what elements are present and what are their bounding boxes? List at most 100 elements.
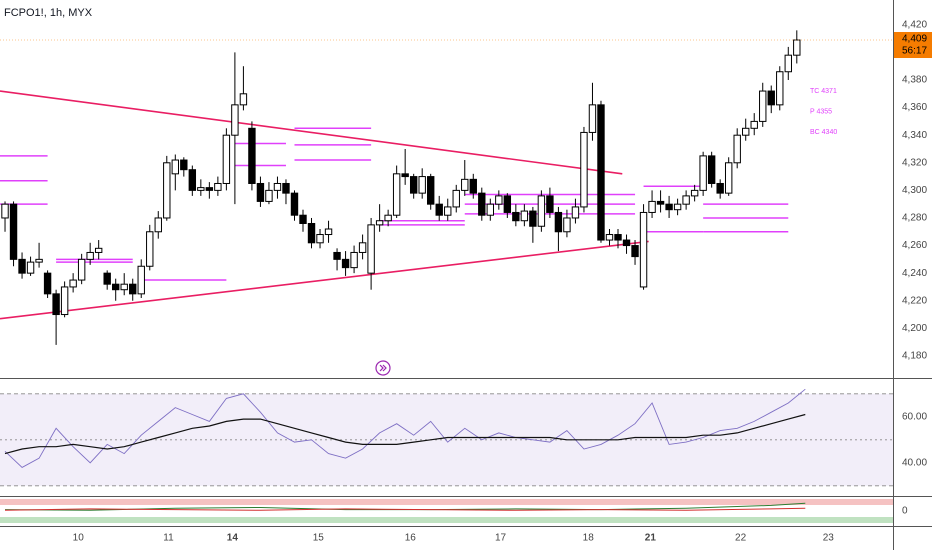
candle-body (384, 214, 392, 222)
y-tick-label: 4,320 (902, 157, 927, 168)
candle-body (18, 258, 26, 274)
candle-body (103, 272, 111, 285)
x-tick-label: 14 (227, 533, 239, 544)
candle-body (69, 279, 77, 288)
candle-body (35, 258, 43, 263)
trendline (0, 90, 623, 175)
marks: TC 4371 P 4355 BC 4340 (0, 30, 893, 523)
osc-line (4, 507, 806, 511)
last-price-box (894, 32, 932, 59)
candle-body (256, 182, 265, 202)
y-tick-label: 4,380 (902, 75, 927, 86)
pivot-label: BC 4340 (810, 129, 837, 136)
candle-body (580, 131, 588, 208)
candle-body (690, 189, 699, 197)
candle-body (759, 90, 767, 122)
candle-body (43, 272, 52, 295)
candle-body (290, 192, 299, 216)
candle-body (324, 228, 333, 236)
candle-body (94, 247, 103, 253)
candle-body (180, 159, 188, 171)
chart-title: FCPO1!, 1h, MYX (4, 7, 93, 19)
candle-body (129, 283, 137, 295)
candle-body (512, 211, 520, 222)
candle-body (588, 104, 597, 133)
candle-body (648, 200, 656, 213)
candle-body (418, 176, 426, 194)
replay-icon[interactable] (375, 360, 391, 376)
candle-body (597, 104, 605, 241)
candle-body (77, 258, 86, 281)
candle-body (282, 182, 290, 194)
candle-body (367, 224, 375, 274)
rsi-line (4, 413, 806, 455)
candle-body (614, 234, 622, 241)
y-tick-label: 4,420 (902, 19, 927, 30)
pivot-label: TC 4371 (810, 88, 837, 95)
candle-body (631, 245, 639, 258)
candle-body (605, 234, 614, 241)
pivot-label: P 4355 (810, 108, 832, 115)
x-tick-label: 16 (405, 533, 417, 544)
candle-body (52, 293, 60, 316)
candle-body (537, 195, 546, 227)
x-tick-label: 22 (735, 533, 747, 544)
candle-body (563, 217, 571, 233)
axes: 10 11 14 15 16 17 18 21 22 23 4,420 4,380 4,360 4,340… (73, 19, 932, 544)
candle-body (273, 182, 282, 191)
candle-body (478, 192, 486, 216)
candle-body (239, 93, 248, 106)
candle-body (358, 242, 367, 253)
candle-body (231, 104, 239, 136)
osc-band (0, 499, 893, 505)
candle-body (716, 182, 724, 194)
candle-body (341, 258, 350, 269)
candle-body (86, 251, 94, 260)
candle-body (435, 203, 443, 216)
candle-body (554, 211, 563, 233)
candle-body (146, 231, 154, 267)
candle-body (427, 176, 435, 205)
candle-body (733, 134, 741, 164)
candle-body (452, 189, 460, 208)
candle-body (776, 71, 784, 106)
rsi-line (4, 388, 806, 468)
candle-body (409, 176, 418, 194)
candle-body (665, 203, 673, 211)
osc-band (0, 517, 893, 523)
candle-body (486, 203, 495, 216)
candle-body (444, 206, 452, 216)
candle-body (793, 39, 801, 56)
candle-body (503, 195, 512, 213)
candle-body (265, 189, 273, 202)
candle-body (520, 210, 529, 222)
osc-tick-label: 0 (902, 506, 908, 517)
x-tick-label: 21 (645, 533, 657, 544)
candle-body (375, 220, 384, 226)
candle-body (742, 127, 750, 136)
y-tick-label: 4,180 (902, 351, 927, 362)
countdown: 56:17 (902, 46, 927, 57)
candle-body (205, 187, 214, 191)
candle-body (639, 211, 648, 288)
candle-body (137, 265, 145, 295)
last-price-label: 4,409 (902, 34, 927, 45)
candle-body (571, 206, 580, 219)
candle-body (529, 210, 537, 227)
candle-body (214, 182, 222, 191)
candle-body (299, 214, 307, 224)
candle-body (120, 283, 128, 291)
x-tick-label: 15 (313, 533, 325, 544)
candle-body (546, 195, 554, 213)
candle-body (469, 178, 477, 194)
candle-body (656, 200, 665, 205)
candle-body (350, 251, 358, 269)
candle-body (392, 173, 401, 216)
candle-body (622, 239, 631, 247)
y-tick-label: 4,220 (902, 295, 927, 306)
y-tick-label: 4,260 (902, 240, 927, 251)
candle-body (401, 173, 409, 178)
candle-body (222, 134, 231, 184)
candle-body (333, 251, 341, 260)
candle-body (248, 127, 256, 184)
